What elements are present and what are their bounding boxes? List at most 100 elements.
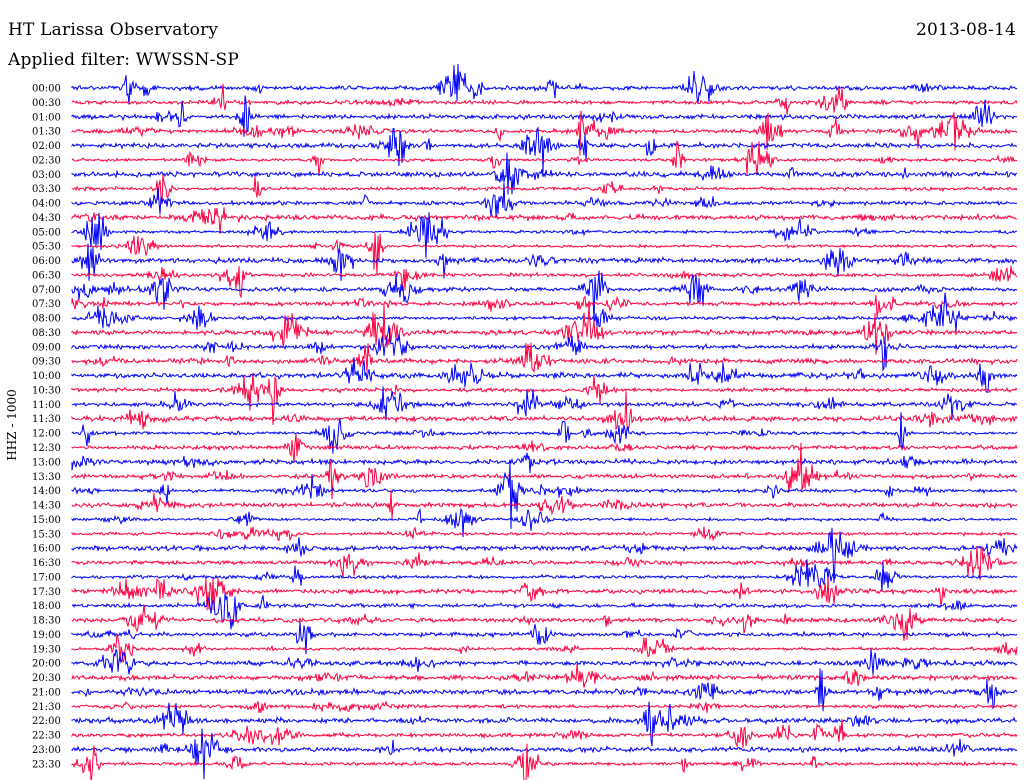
- row-time-label: 16:00: [32, 544, 61, 555]
- trace-line: [71, 386, 1017, 421]
- row-time-label: 22:30: [32, 731, 61, 742]
- row-time-label: 14:00: [32, 486, 61, 497]
- trace-line: [71, 621, 1018, 655]
- trace-line: [71, 152, 1018, 195]
- row-time-label: 00:00: [32, 84, 61, 95]
- row-time-label: 10:30: [32, 385, 61, 396]
- row-time-label: 01:30: [32, 127, 61, 138]
- trace-line: [71, 372, 1018, 425]
- row-time-label: 06:30: [32, 270, 61, 281]
- row-time-label: 20:30: [32, 673, 61, 684]
- trace-line: [71, 212, 1018, 259]
- row-time-label: 03:00: [32, 170, 61, 181]
- trace-line: [71, 507, 1018, 538]
- row-time-label: 02:30: [32, 155, 61, 166]
- row-time-label: 16:30: [32, 558, 61, 569]
- trace-line: [71, 295, 1018, 318]
- trace-line: [71, 357, 1018, 393]
- trace-line: [71, 63, 1018, 105]
- row-time-label: 19:00: [32, 630, 61, 641]
- station-title: HT Larissa Observatory: [8, 20, 219, 40]
- trace-line: [71, 577, 1018, 611]
- row-time-label: 15:00: [32, 515, 61, 526]
- trace-line: [71, 391, 1018, 432]
- row-time-label: 12:30: [32, 443, 61, 454]
- trace-line: [71, 545, 1018, 581]
- row-time-label: 09:00: [32, 342, 61, 353]
- row-time-label: 02:00: [32, 141, 61, 152]
- trace-line: [71, 182, 1018, 218]
- row-time-label: 22:00: [32, 716, 61, 727]
- row-time-label: 23:00: [32, 745, 61, 756]
- row-time-label: 11:00: [32, 400, 61, 411]
- row-label-group: 00:00 00:30 01:00 01:30 02:00 02:30 03:00 03:30…: [32, 84, 61, 771]
- row-time-label: 03:30: [32, 184, 61, 195]
- row-time-label: 17:00: [32, 572, 61, 583]
- trace-line: [71, 559, 1018, 592]
- row-time-label: 23:30: [32, 759, 61, 770]
- trace-line: [71, 412, 1018, 454]
- trace-line: [71, 270, 1018, 325]
- row-time-label: 08:00: [32, 314, 61, 325]
- trace-line: [71, 633, 1018, 663]
- trace-line: [71, 701, 1018, 747]
- row-time-label: 12:00: [32, 429, 61, 440]
- row-time-label: 18:30: [32, 616, 61, 627]
- trace-line: [71, 83, 1018, 116]
- trace-line: [71, 460, 1018, 529]
- row-time-label: 13:30: [32, 472, 61, 483]
- row-time-label: 15:30: [32, 529, 61, 540]
- trace-line: [71, 140, 1018, 176]
- row-time-label: 09:30: [32, 357, 61, 368]
- trace-line: [71, 243, 1018, 281]
- trace-line: [71, 95, 1018, 137]
- row-time-label: 05:30: [32, 242, 61, 253]
- row-time-label: 14:30: [32, 501, 61, 512]
- trace-line: [71, 648, 1018, 676]
- row-time-label: 13:00: [32, 457, 61, 468]
- row-time-label: 19:30: [32, 644, 61, 655]
- trace-line: [71, 433, 1018, 463]
- row-time-label: 17:30: [32, 587, 61, 598]
- row-time-label: 05:00: [32, 227, 61, 238]
- trace-line: [71, 303, 1018, 355]
- trace-line: [71, 593, 1018, 630]
- trace-line: [71, 728, 1018, 780]
- trace-line: [71, 527, 1018, 584]
- trace-line: [71, 126, 1017, 173]
- record-date: 2013-08-14: [915, 20, 1016, 40]
- trace-line: [71, 604, 1018, 641]
- row-time-label: 18:00: [32, 601, 61, 612]
- trace-line: [71, 207, 1018, 234]
- row-time-label: 20:00: [32, 659, 61, 670]
- trace-line: [71, 743, 1018, 780]
- row-time-label: 08:30: [32, 328, 61, 339]
- trace-line: [71, 452, 1018, 474]
- row-time-label: 01:00: [32, 112, 61, 123]
- row-time-label: 04:30: [32, 213, 61, 224]
- row-time-label: 07:30: [32, 299, 61, 310]
- trace-line: [71, 442, 1018, 500]
- trace-line: [71, 292, 1018, 332]
- row-time-label: 04:00: [32, 199, 61, 210]
- row-time-label: 06:00: [32, 256, 61, 267]
- trace-line: [71, 668, 1018, 712]
- trace-line: [71, 342, 1018, 374]
- trace-line: [71, 700, 1018, 714]
- trace-group: [71, 63, 1018, 780]
- row-time-label: 21:00: [32, 687, 61, 698]
- trace-line: [71, 325, 1018, 372]
- trace-line: [71, 526, 1018, 542]
- row-time-label: 07:00: [32, 285, 61, 296]
- applied-filter-label: Applied filter: WWSSN-SP: [8, 50, 240, 70]
- trace-line: [71, 232, 1017, 274]
- trace-line: [71, 490, 1018, 519]
- row-time-label: 11:30: [32, 414, 61, 425]
- trace-line: [71, 718, 1018, 749]
- row-time-label: 00:30: [32, 98, 61, 109]
- trace-line: [71, 110, 1018, 156]
- trace-line: [71, 663, 1018, 688]
- trace-line: [71, 174, 1018, 205]
- row-time-label: 21:30: [32, 702, 61, 713]
